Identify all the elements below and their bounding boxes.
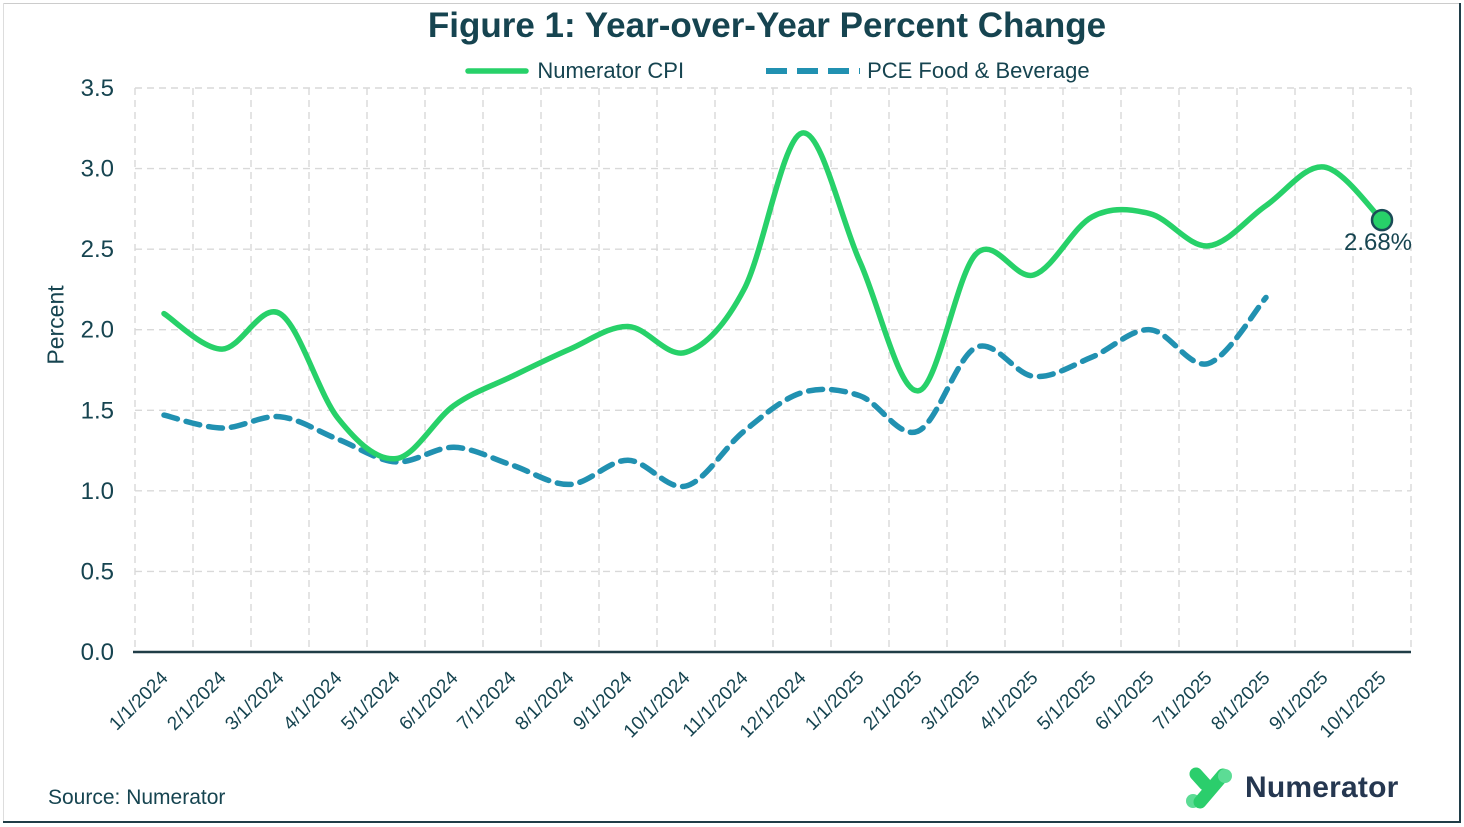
y-tick-label: 2.0 (81, 317, 114, 344)
x-tick-label: 4/1/2024 (279, 667, 346, 734)
chart-title: Figure 1: Year-over-Year Percent Change (427, 6, 1107, 45)
series-line-numerator-cpi (161, 130, 1385, 462)
x-tick-label: 6/1/2025 (1091, 668, 1158, 735)
end-value-label: 2.68% (1343, 229, 1413, 256)
page-border-left (3, 3, 4, 823)
x-tick-label: 8/1/2025 (1207, 668, 1274, 735)
x-tick-label: 1/1/2025 (801, 668, 868, 735)
page-border-top (3, 3, 1461, 4)
legend-item-pce: PCE Food & Beverage (764, 58, 1090, 84)
y-tick-label: 3.0 (81, 156, 114, 183)
x-tick-label: 3/1/2024 (221, 667, 288, 734)
legend-solid-line-icon (465, 68, 530, 74)
numerator-logo-icon (1186, 767, 1232, 809)
x-tick-label: 3/1/2025 (917, 668, 984, 735)
page-border-bottom (3, 821, 1461, 823)
legend-label-pce: PCE Food & Beverage (867, 58, 1090, 83)
endpoint-marker (1370, 208, 1394, 232)
numerator-logo: Numerator (1185, 763, 1399, 813)
source-note: Source: Numerator (48, 786, 226, 809)
x-tick-label: 7/1/2024 (453, 667, 520, 734)
y-tick-label: 3.5 (81, 75, 114, 102)
y-tick-label: 1.5 (81, 397, 114, 424)
y-tick-label: 2.5 (81, 236, 114, 263)
legend-dashed-line-icon (766, 68, 861, 74)
x-tick-label: 6/1/2024 (395, 667, 462, 734)
x-tick-label: 7/1/2025 (1149, 668, 1216, 735)
legend-item-numerator-cpi: Numerator CPI (464, 58, 684, 84)
x-tick-label: 5/1/2025 (1033, 668, 1100, 735)
legend-label-numerator-cpi: Numerator CPI (537, 58, 685, 83)
x-tick-label: 4/1/2025 (975, 668, 1042, 735)
x-tick-label: 5/1/2024 (337, 667, 404, 734)
x-tick-label: 2/1/2024 (163, 667, 230, 734)
chart-legend: Numerator CPI PCE Food & Beverage (90, 58, 1464, 84)
y-tick-label: 0.5 (81, 558, 114, 585)
page-border-right (1459, 3, 1461, 823)
x-tick-label: 1/1/2024 (105, 667, 172, 734)
series-line-pce-food-beverage (161, 294, 1269, 490)
x-tick-label: 8/1/2024 (511, 667, 578, 734)
y-tick-label: 0.0 (81, 639, 114, 666)
y-tick-label: 1.0 (81, 478, 114, 505)
x-tick-label: 2/1/2025 (859, 668, 926, 735)
logo-wordmark: Numerator (1245, 771, 1399, 804)
